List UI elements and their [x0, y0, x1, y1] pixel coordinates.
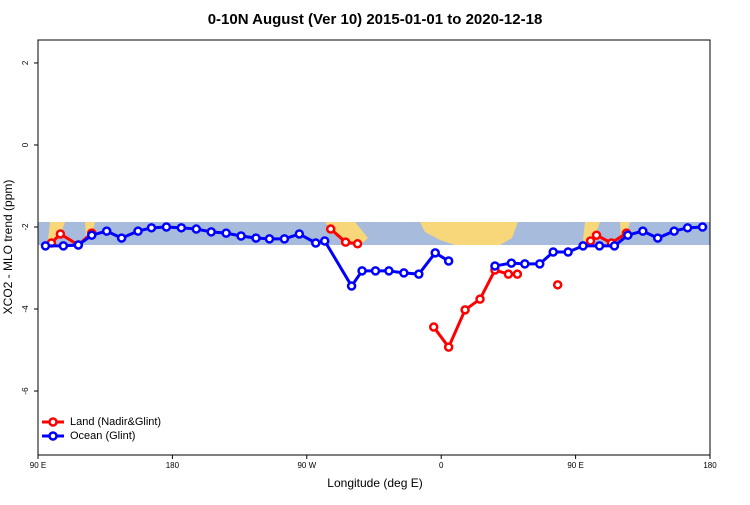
data-point: [428, 322, 439, 332]
data-point: [552, 280, 563, 290]
y-axis-label: XCO2 - MLO trend (ppm): [1, 180, 15, 315]
data-point: [221, 228, 231, 238]
data-point: [512, 269, 523, 279]
data-point: [236, 231, 246, 241]
data-point: [384, 266, 394, 276]
data-point: [697, 222, 708, 232]
x-tick-label: 0: [439, 461, 444, 470]
data-point: [279, 234, 290, 244]
plot-frame: [37, 39, 711, 456]
data-point: [101, 226, 112, 236]
data-point: [58, 241, 69, 251]
data-point: [594, 241, 605, 251]
data-point: [370, 266, 381, 276]
data-point: [40, 241, 51, 251]
data-point: [325, 224, 336, 234]
data-point: [682, 223, 693, 233]
x-tick-label: 90 E: [30, 461, 46, 470]
data-point: [146, 223, 157, 233]
data-point: [638, 226, 648, 236]
data-point: [319, 236, 330, 246]
data-point: [548, 247, 558, 257]
y-tick-label: -2: [21, 223, 30, 231]
data-point: [578, 241, 588, 251]
data-point: [443, 256, 454, 266]
y-tick-label: 0: [21, 142, 30, 147]
data-point: [414, 269, 424, 279]
data-point: [623, 230, 633, 240]
data-point: [430, 248, 440, 258]
data-point: [563, 247, 573, 257]
legend-marker: [48, 431, 58, 441]
data-point: [311, 238, 321, 248]
series-line: [45, 225, 450, 289]
y-tick-label: 2: [21, 60, 30, 65]
data-point: [585, 236, 596, 246]
series-line: [432, 268, 518, 351]
x-tick-label: 180: [166, 461, 180, 470]
y-tick-label: -4: [21, 305, 30, 313]
data-point: [357, 266, 367, 276]
data-point: [652, 233, 663, 243]
data-point: [191, 224, 202, 234]
data-point: [116, 233, 127, 243]
data-point: [669, 226, 679, 236]
data-point: [340, 237, 351, 247]
data-point: [55, 229, 66, 239]
data-point: [346, 281, 357, 291]
data-point: [609, 241, 620, 251]
data-point: [503, 269, 514, 279]
y-tick-label: -6: [21, 387, 30, 395]
legend-marker: [48, 417, 58, 427]
data-point: [133, 226, 143, 236]
x-tick-label: 180: [703, 461, 717, 470]
data-point: [176, 223, 187, 233]
data-point: [352, 239, 363, 249]
data-point: [399, 268, 409, 278]
legend-label: Land (Nadir&Glint): [70, 416, 161, 428]
data-point: [264, 234, 275, 244]
data-point: [73, 240, 84, 250]
data-point: [161, 222, 172, 232]
legend-label: Ocean (Glint): [70, 430, 135, 442]
data-point: [294, 229, 305, 239]
data-point: [460, 305, 470, 315]
data-point: [443, 342, 454, 352]
data-point: [506, 258, 517, 268]
data-point: [490, 261, 500, 271]
data-point: [206, 227, 216, 237]
x-axis-label: Longitude (deg E): [327, 476, 422, 490]
data-point: [591, 230, 602, 240]
x-tick-label: 90 E: [567, 461, 583, 470]
chart-title: 0-10N August (Ver 10) 2015-01-01 to 2020…: [208, 11, 543, 28]
x-tick-label: 90 W: [297, 461, 316, 470]
data-point: [87, 230, 97, 240]
data-point: [535, 259, 545, 269]
data-point: [251, 233, 261, 243]
data-point: [475, 294, 485, 304]
data-point: [520, 259, 530, 269]
